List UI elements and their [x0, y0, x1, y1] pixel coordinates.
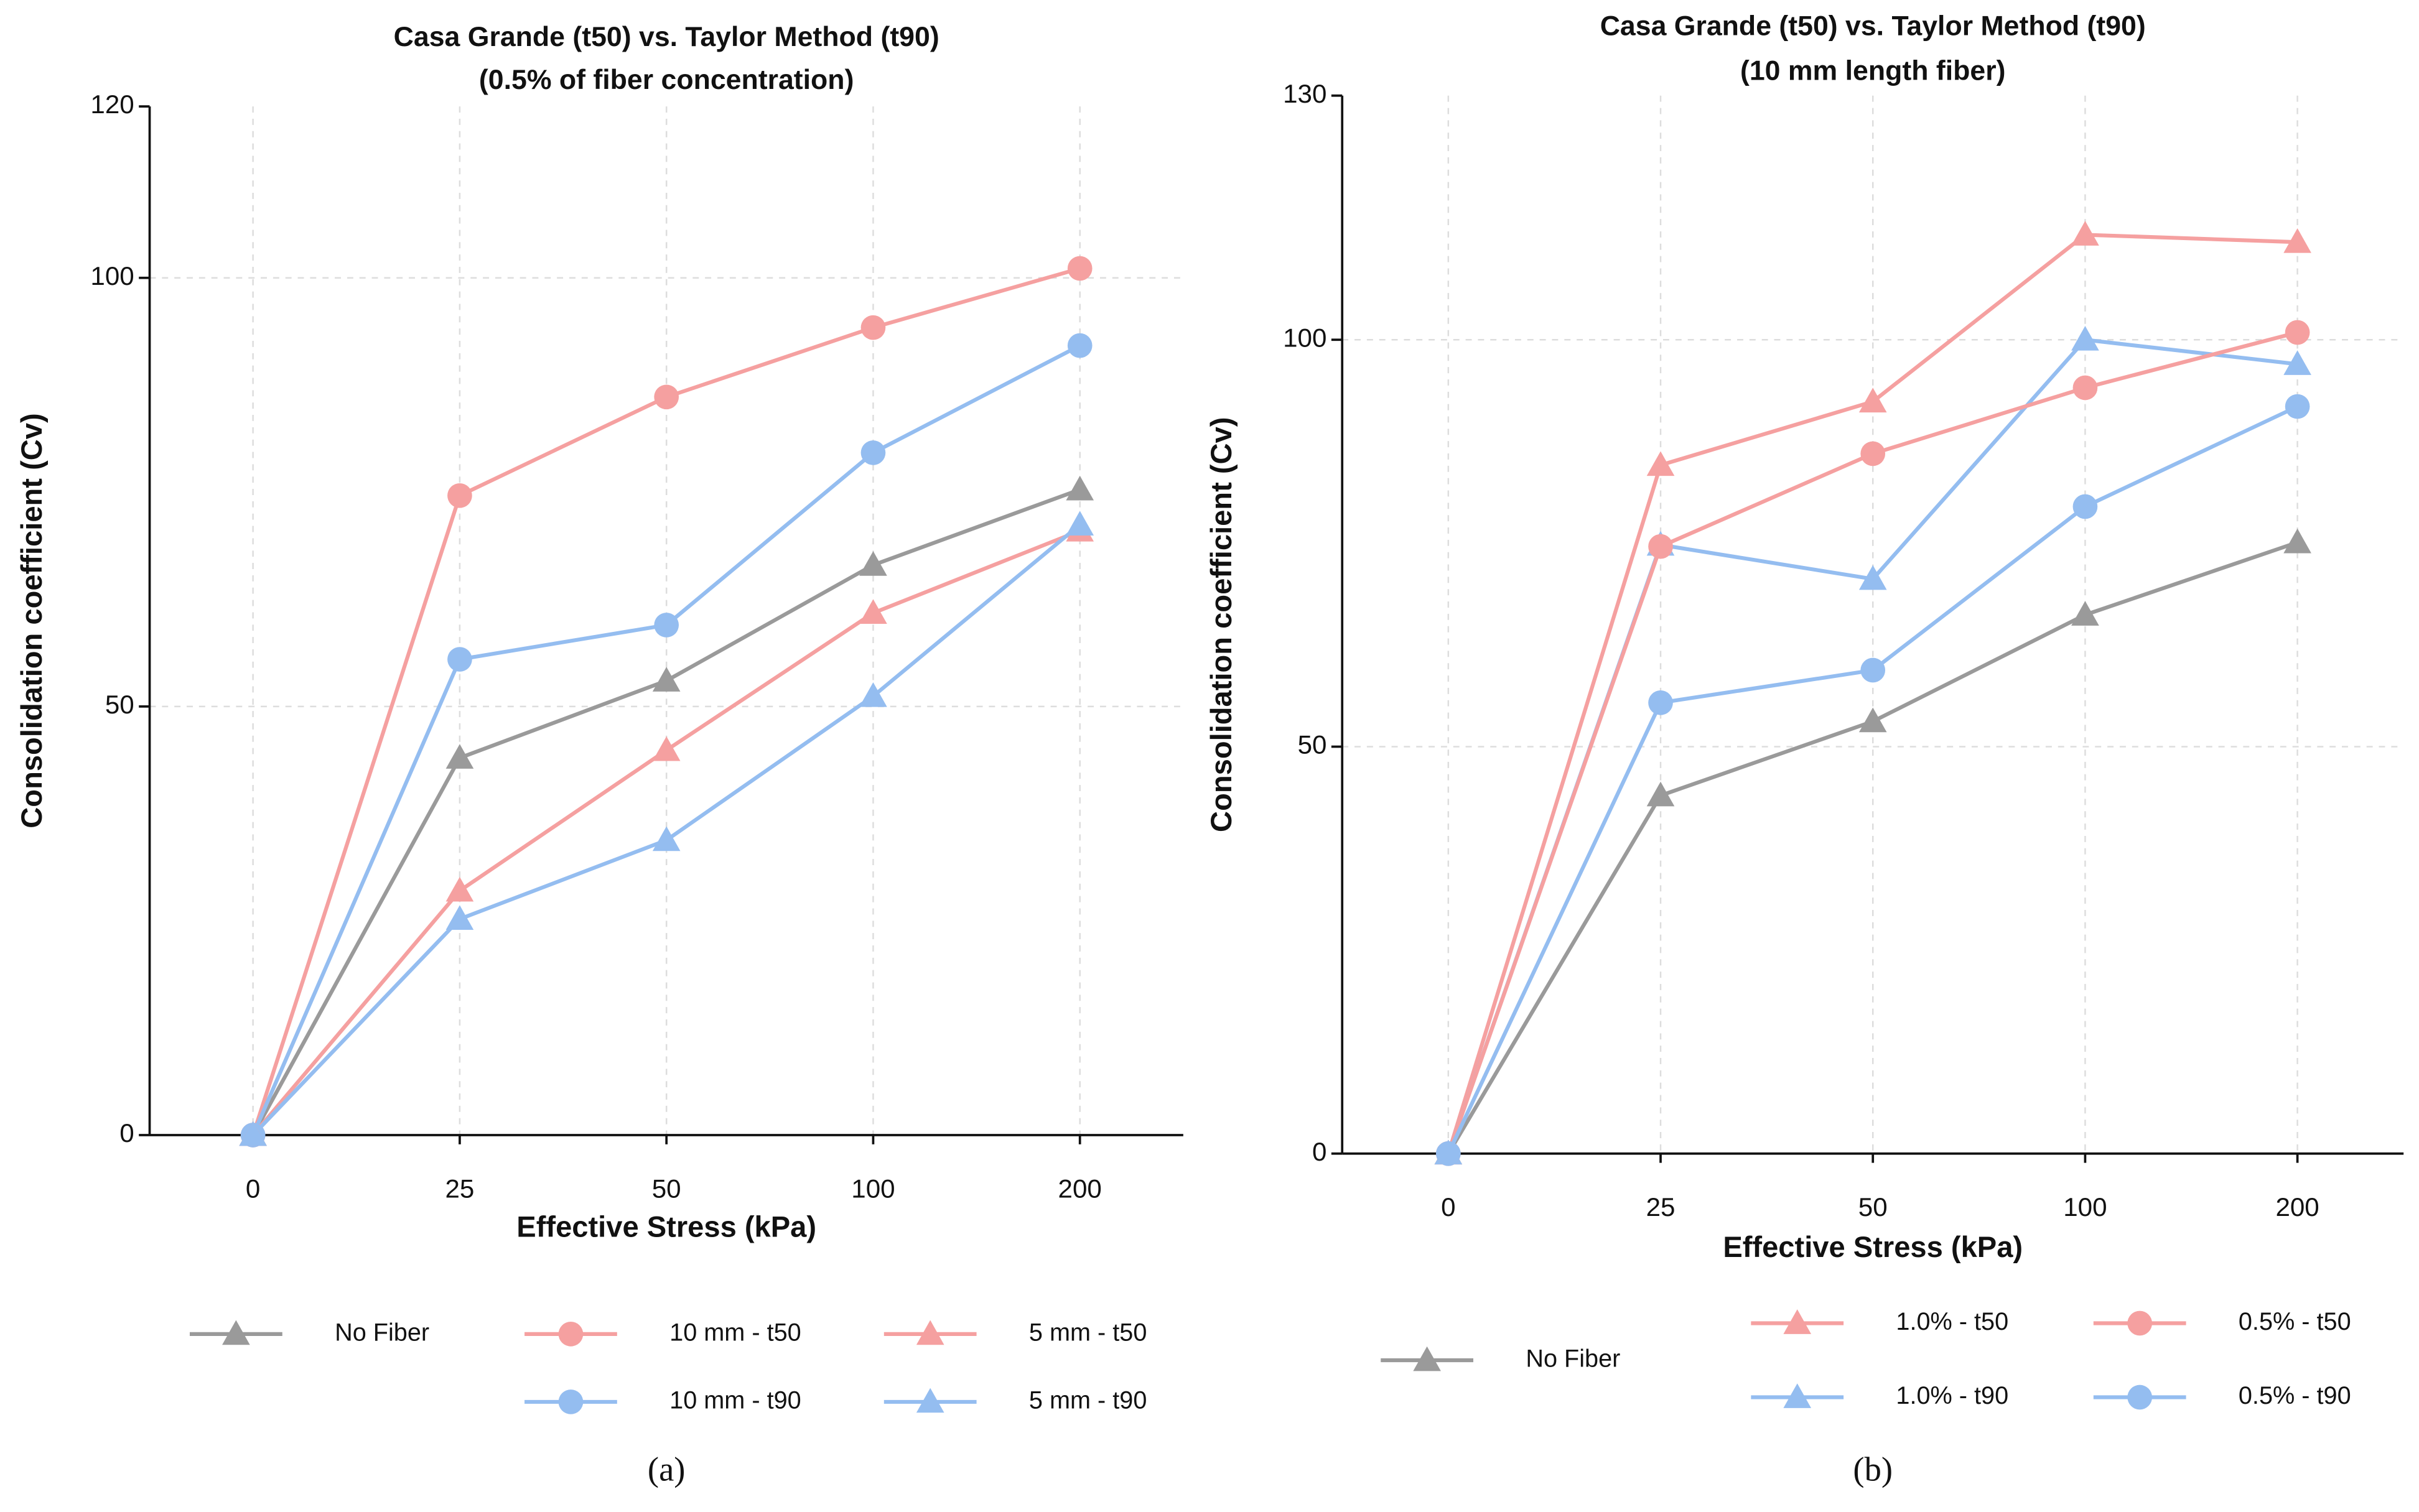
marker — [654, 613, 679, 638]
marker — [2283, 228, 2311, 253]
x-tick-label: 100 — [2063, 1192, 2107, 1222]
marker — [916, 1388, 944, 1413]
marker — [2072, 375, 2098, 401]
legend-label: 0.5% - t50 — [2239, 1308, 2351, 1335]
x-tick-label: 0 — [1441, 1192, 1455, 1222]
legend-label: 1.0% - t50 — [1896, 1308, 2008, 1335]
chart-subtitle: (0.5% of fiber concentration) — [479, 65, 854, 95]
legend-label: 10 mm - t90 — [669, 1386, 801, 1414]
marker — [860, 315, 886, 340]
marker — [1783, 1309, 1812, 1334]
legend-label: 0.5% - t90 — [2239, 1382, 2351, 1409]
chart-title: Casa Grande (t50) vs. Taylor Method (t90… — [1600, 11, 2146, 41]
marker — [916, 1320, 944, 1345]
x-tick-label: 100 — [851, 1174, 895, 1203]
y-tick-label: 50 — [105, 690, 134, 719]
y-axis-label: Consolidation coefficient (Cv) — [15, 413, 48, 828]
marker — [239, 1121, 267, 1146]
marker — [2072, 494, 2098, 519]
marker — [859, 682, 887, 707]
chart: 0 50 100 120 0 25 50 100 200 Casa Grande (t50) vs… — [15, 22, 1183, 1488]
marker — [1646, 781, 1675, 807]
marker — [1858, 565, 1887, 590]
y-tick-label: 100 — [90, 261, 134, 290]
marker — [1648, 690, 1673, 715]
x-axis-label: Effective Stress (kPa) — [516, 1210, 816, 1243]
marker — [2127, 1310, 2153, 1336]
y-tick-label: 0 — [1312, 1137, 1326, 1166]
marker — [2283, 350, 2311, 375]
marker — [2285, 320, 2310, 345]
marker — [2071, 601, 2099, 626]
x-tick-label: 0 — [246, 1174, 260, 1203]
marker — [558, 1322, 584, 1347]
legend-label: 5 mm - t50 — [1029, 1319, 1147, 1346]
marker — [652, 667, 681, 692]
marker — [1860, 657, 1886, 683]
x-axis-label: Effective Stress (kPa) — [1723, 1230, 2023, 1263]
x-tick-label: 25 — [445, 1174, 474, 1203]
legend-label: 5 mm - t90 — [1029, 1386, 1147, 1414]
marker — [2283, 528, 2311, 554]
panel-label: (b) — [1853, 1450, 1893, 1488]
x-tick-label: 50 — [652, 1174, 681, 1203]
chart-title: Casa Grande (t50) vs. Taylor Method (t90… — [394, 22, 939, 52]
x-tick-label: 200 — [1058, 1174, 1102, 1203]
marker — [1413, 1346, 1441, 1371]
chart: 0 50 100 130 0 25 50 100 200 Casa Grande (t50) vs… — [1205, 11, 2404, 1488]
marker — [1436, 1141, 1461, 1166]
x-tick-label: 50 — [1858, 1192, 1888, 1222]
marker — [2285, 394, 2310, 419]
marker — [558, 1389, 584, 1414]
marker — [1646, 451, 1675, 476]
marker — [445, 876, 474, 902]
marker — [1067, 256, 1093, 281]
x-tick-label: 25 — [1646, 1192, 1676, 1222]
marker — [859, 551, 887, 576]
marker — [1860, 441, 1886, 466]
marker — [1858, 707, 1887, 733]
legend-label: No Fiber — [335, 1319, 429, 1346]
marker — [652, 736, 681, 761]
y-tick-label: 120 — [90, 90, 134, 119]
marker — [654, 384, 679, 410]
marker — [447, 483, 472, 508]
y-tick-label: 100 — [1283, 323, 1326, 352]
marker — [1648, 534, 1673, 559]
marker — [447, 647, 472, 672]
marker — [1783, 1383, 1812, 1408]
y-tick-label: 130 — [1283, 79, 1326, 108]
legend-label: No Fiber — [1526, 1345, 1620, 1372]
marker — [860, 440, 886, 465]
marker — [2071, 221, 2099, 246]
marker — [652, 826, 681, 851]
marker — [2071, 325, 2099, 351]
marker — [1066, 475, 1094, 501]
legend-label: 10 mm - t50 — [669, 1319, 801, 1346]
y-tick-label: 0 — [119, 1118, 134, 1148]
marker — [222, 1320, 250, 1345]
legend-label: 1.0% - t90 — [1896, 1382, 2008, 1409]
marker — [445, 744, 474, 769]
chart-subtitle: (10 mm length fiber) — [1740, 55, 2005, 86]
y-axis-label: Consolidation coefficient (Cv) — [1205, 417, 1237, 832]
marker — [445, 905, 474, 930]
marker — [1858, 387, 1887, 413]
marker — [2127, 1384, 2153, 1410]
marker — [859, 599, 887, 624]
marker — [1067, 333, 1093, 358]
x-tick-label: 200 — [2275, 1192, 2319, 1222]
panel-label: (a) — [648, 1450, 686, 1488]
y-tick-label: 50 — [1298, 730, 1327, 759]
marker — [1066, 511, 1094, 536]
